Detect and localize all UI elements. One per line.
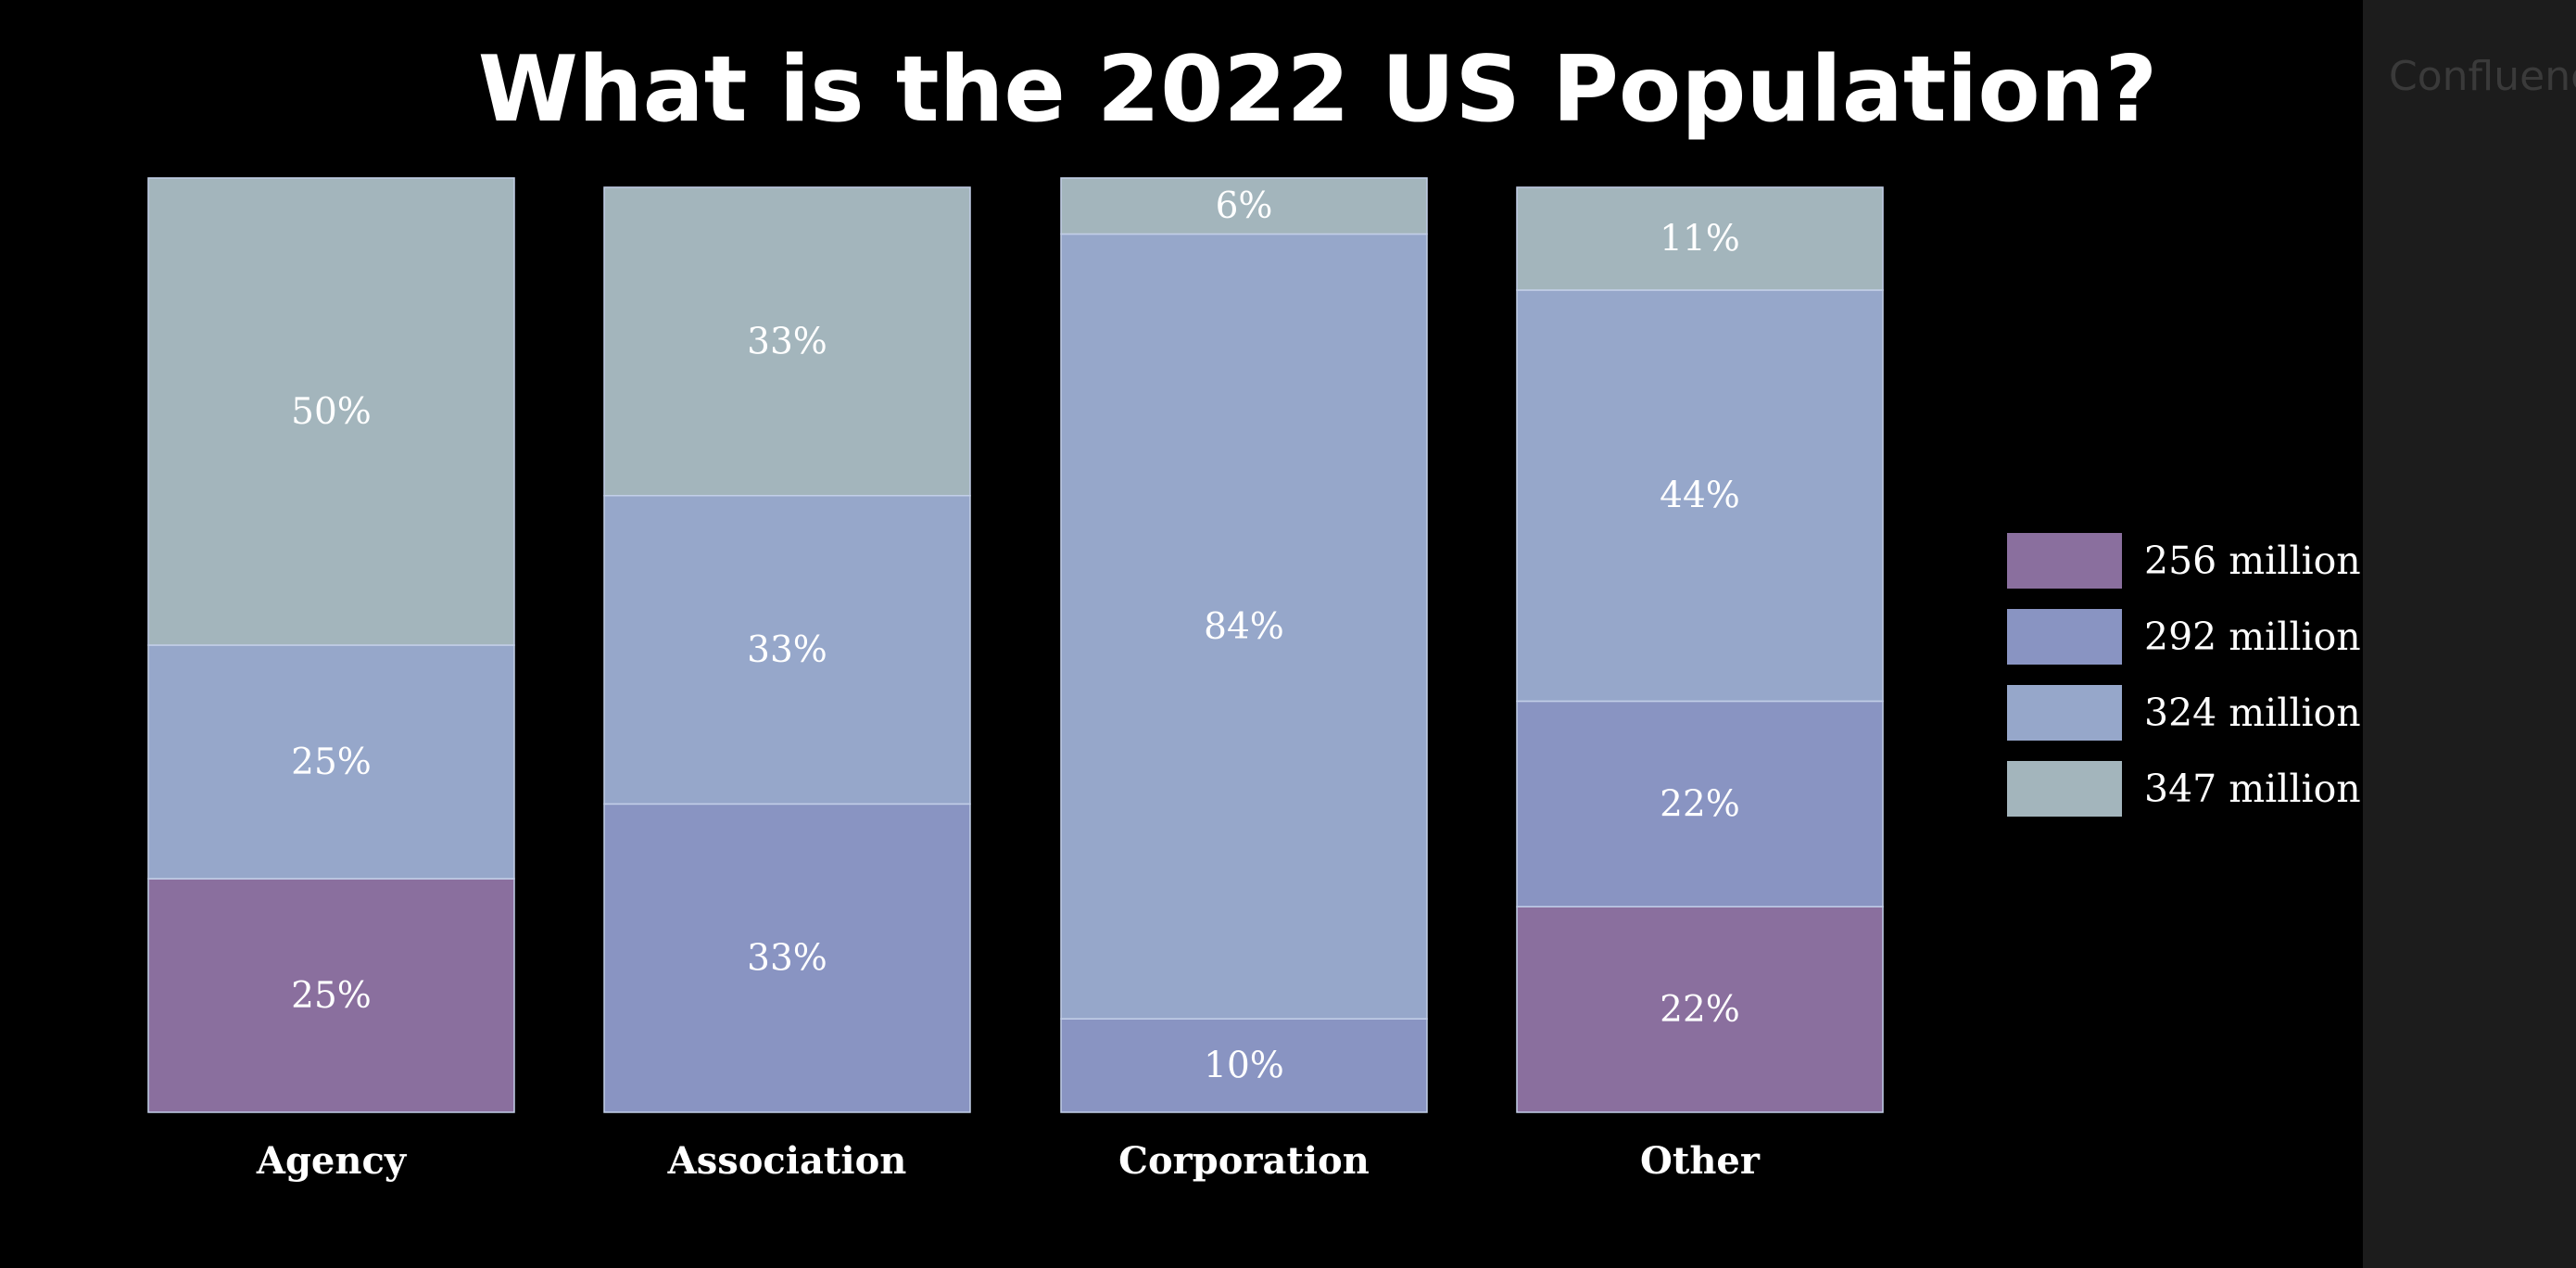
category-label-other: Other — [1640, 1139, 1761, 1183]
bars-group: 25% 25% 50% 33% 33% 33% 10% 84% 6% 22% 22% 44% 11% — [147, 177, 1884, 1113]
bar-segment-other-1 — [1516, 906, 1884, 1113]
bar-segment-agency-3 — [147, 644, 515, 880]
legend-swatch-1 — [2007, 533, 2122, 589]
bar-segment-corporation-2 — [1060, 1018, 1428, 1113]
data-label-corporation-3: 84% — [1204, 606, 1284, 648]
category-label-association: Association — [667, 1139, 907, 1183]
bar-segment-corporation-3 — [1060, 233, 1428, 1020]
data-label-corporation-4: 6% — [1216, 185, 1273, 227]
data-label-agency-3: 25% — [291, 742, 372, 783]
bar-segment-association-4 — [603, 186, 971, 497]
category-label-agency: Agency — [256, 1139, 408, 1183]
bar-segment-corporation-4 — [1060, 177, 1428, 235]
legend-swatch-2 — [2007, 609, 2122, 665]
data-label-agency-4: 50% — [291, 391, 372, 433]
data-label-other-4: 11% — [1660, 219, 1740, 260]
bar-segment-other-2 — [1516, 700, 1884, 907]
data-label-corporation-2: 10% — [1204, 1046, 1284, 1087]
legend-label-1: 256 million people — [2144, 539, 2363, 583]
side-panel — [2363, 0, 2576, 1268]
legend: 256 million people 292 million people 324 … — [2007, 533, 2363, 817]
data-label-association-4: 33% — [747, 321, 827, 362]
category-labels: Agency Association Corporation Other — [256, 1139, 1761, 1183]
legend-swatch-4 — [2007, 761, 2122, 817]
data-label-other-3: 44% — [1660, 476, 1740, 517]
legend-swatch-3 — [2007, 685, 2122, 741]
data-label-association-2: 33% — [747, 938, 827, 980]
app-logo: Confluence — [2383, 46, 2576, 106]
stacked-bar-chart: What is the 2022 US Population? 25% 25% 50… — [147, 37, 2363, 1183]
legend-label-4: 347 million people — [2144, 767, 2363, 811]
bar-segment-agency-1 — [147, 878, 515, 1113]
bar-segment-association-2 — [603, 803, 971, 1113]
bar-segment-other-4 — [1516, 186, 1884, 291]
bar-segment-agency-4 — [147, 177, 515, 646]
legend-label-2: 292 million people — [2144, 615, 2363, 659]
data-label-agency-1: 25% — [291, 975, 372, 1017]
legend-label-3: 324 million people — [2144, 691, 2363, 735]
data-label-association-3: 33% — [747, 629, 827, 671]
data-label-other-1: 22% — [1660, 989, 1740, 1031]
data-label-other-2: 22% — [1660, 783, 1740, 825]
chart-title: What is the 2022 US Population? — [478, 37, 2158, 143]
logo-text: Confluence — [2389, 52, 2576, 100]
category-label-corporation: Corporation — [1118, 1139, 1370, 1183]
bar-segment-association-3 — [603, 494, 971, 805]
bar-segment-other-3 — [1516, 289, 1884, 703]
